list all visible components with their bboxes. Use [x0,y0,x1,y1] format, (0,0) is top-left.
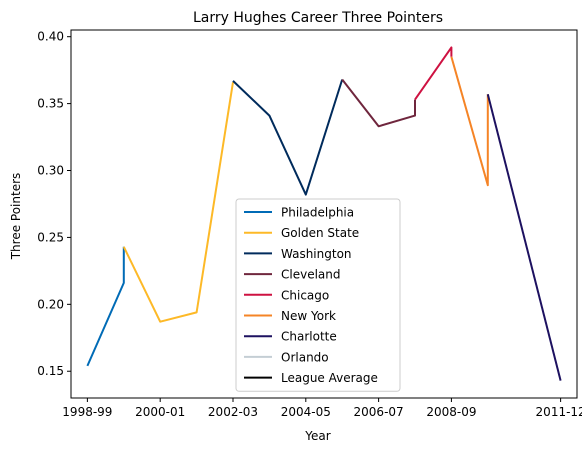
legend-entry-5: New York [281,309,336,323]
series-line-5 [450,56,489,187]
y-tick-label-4: 0.35 [37,97,64,111]
y-axis: 0.15 0.20 0.25 0.30 0.35 0.40 [37,30,71,378]
x-tick-label-5: 2008-09 [426,405,476,419]
legend-entry-7: Orlando [281,350,329,364]
x-tick-label-3: 2004-05 [281,405,331,419]
x-tick-label-2: 2002-03 [208,405,258,419]
x-tick-label-0: 1998-99 [62,405,112,419]
legend-entry-2: Washington [281,247,352,261]
chart-title: Larry Hughes Career Three Pointers [193,10,443,26]
x-tick-label-1: 2000-01 [135,405,185,419]
legend: Philadelphia Golden State Washington Clevel… [235,198,401,392]
plot-lines [86,46,562,381]
y-tick-label-5: 0.40 [37,30,64,44]
legend-entry-4: Chicago [281,288,329,302]
y-axis-label: Three Pointers [9,173,23,261]
x-axis: 1998-99 2000-01 2002-03 2004-05 2006-07 2008-… [62,398,582,419]
series-line-2 [232,79,344,196]
series-line-4 [414,46,453,101]
series-line-0 [86,246,125,367]
y-tick-label-2: 0.25 [37,230,64,244]
y-tick-label-0: 0.15 [37,364,64,378]
plot-frame [70,29,578,399]
x-tick-label-6: 2011-12 [536,405,582,419]
legend-entry-3: Cleveland [281,268,341,282]
legend-entry-1: Golden State [281,226,359,240]
y-tick-label-3: 0.30 [37,164,64,178]
x-axis-label: Year [304,429,330,443]
y-tick-label-1: 0.20 [37,297,64,311]
legend-box [235,198,401,392]
legend-entry-0: Philadelphia [281,206,354,220]
legend-entry-6: Charlotte [281,330,337,344]
legend-entry-8: League Average [281,371,378,385]
x-tick-label-4: 2006-07 [354,405,404,419]
series-line-1 [122,82,234,323]
series-line-6 [486,93,562,381]
series-line-3 [341,78,416,128]
